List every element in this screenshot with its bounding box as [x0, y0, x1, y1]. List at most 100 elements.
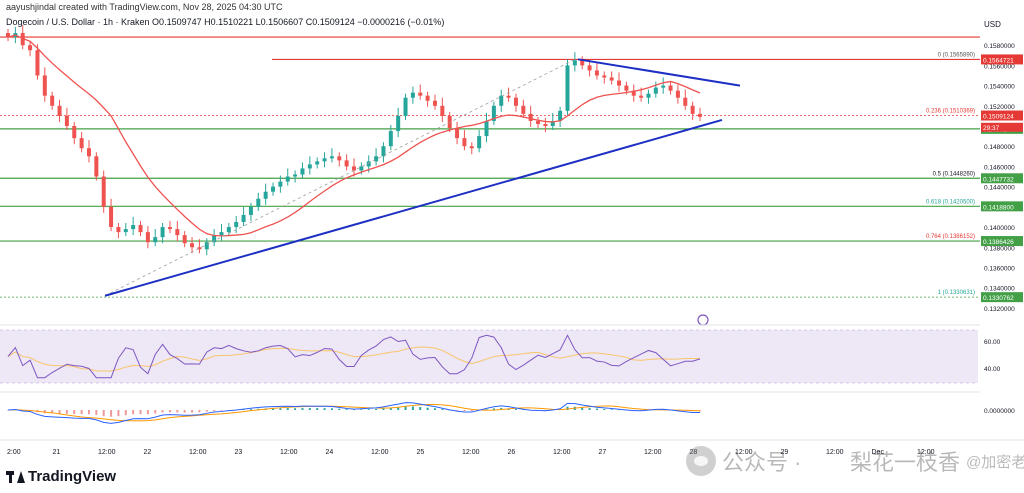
- macd-histogram-bar: [102, 410, 105, 417]
- macd-histogram-bar: [323, 408, 326, 410]
- macd-histogram-bar: [419, 407, 422, 410]
- time-tick-label: 12:00: [553, 449, 571, 456]
- macd-histogram-bar: [397, 407, 400, 410]
- tradingview-logo[interactable]: TradingView: [6, 468, 116, 485]
- candle-body: [499, 95, 504, 106]
- macd-histogram-bar: [301, 408, 304, 410]
- candle-body: [219, 232, 224, 236]
- candle-body: [359, 166, 364, 171]
- macd-histogram-bar: [205, 410, 208, 412]
- candle-body: [42, 75, 47, 96]
- candle-body: [477, 136, 482, 149]
- rsi-signal-line: [7, 346, 701, 372]
- candle-body: [432, 100, 437, 106]
- candle-body: [256, 198, 261, 207]
- candle-body: [197, 247, 202, 250]
- macd-histogram-bar: [7, 410, 9, 411]
- candle-body: [123, 229, 128, 233]
- candle-body: [307, 164, 312, 169]
- rsi-band: [0, 330, 978, 383]
- candle-body: [484, 120, 489, 137]
- watermark-handle: @加密老四: [966, 453, 1024, 471]
- macd-histogram-bar: [382, 408, 385, 410]
- candle-body: [109, 206, 114, 228]
- macd-histogram-bar: [456, 410, 459, 411]
- candle-body: [646, 93, 651, 98]
- candle-body: [675, 90, 680, 98]
- macd-histogram-bar: [110, 410, 113, 417]
- macd-histogram-bar: [581, 407, 584, 410]
- macd-histogram-bar: [294, 408, 297, 410]
- candle-body: [241, 214, 246, 222]
- watermark-left-text: 公众号 ·: [722, 450, 802, 475]
- time-tick-label: 12:00: [462, 449, 480, 456]
- macd-histogram-bar: [375, 408, 378, 410]
- candle-body: [182, 235, 187, 244]
- candle-body: [572, 60, 577, 66]
- candle-body: [528, 113, 533, 121]
- candle-body: [366, 161, 371, 167]
- candle-body: [536, 120, 541, 124]
- candle-body: [624, 85, 629, 91]
- price-tick-label: 0.1320000: [984, 306, 1015, 313]
- macd-histogram-bar: [345, 409, 348, 410]
- candle-body: [226, 227, 231, 233]
- macd-histogram-bar: [117, 410, 120, 417]
- time-tick-label: 27: [599, 449, 607, 456]
- time-tick-label: 12:00: [98, 449, 116, 456]
- watermark-right-text: 梨花一枝香: [850, 450, 961, 475]
- rsi-tick-label: 40.00: [984, 366, 1001, 373]
- candle-body: [285, 176, 290, 182]
- fib-price-badge-text: 0.1386426: [983, 239, 1014, 246]
- candle-body: [64, 115, 69, 126]
- price-tick-label: 0.1580000: [984, 43, 1015, 50]
- macd-histogram-bar: [595, 408, 598, 410]
- candle-body: [565, 65, 570, 111]
- watermark-left: 公众号 ·: [686, 445, 801, 477]
- price-axis-panel: [980, 0, 1024, 460]
- candle-body: [263, 191, 268, 199]
- chart-credit: aayushjindal created with TradingView.co…: [6, 2, 283, 12]
- fib-anchor-line: [104, 58, 576, 297]
- macd-histogram-bar: [132, 410, 135, 415]
- macd-histogram-bar: [485, 409, 488, 410]
- ascending-trendline: [104, 118, 723, 297]
- time-tick-label: 26: [508, 449, 516, 456]
- macd-histogram-bar: [470, 410, 473, 412]
- candle-body: [683, 97, 688, 106]
- fib-price-badge: [981, 201, 1023, 212]
- candle-body: [697, 113, 703, 117]
- candle-body: [668, 85, 673, 91]
- macd-histogram-bar: [618, 409, 621, 411]
- macd-histogram-bar: [389, 407, 392, 410]
- candle-body: [190, 243, 195, 248]
- fib-price-badge: [981, 54, 1023, 65]
- candle-body: [558, 110, 563, 121]
- fib-price-badge-text: 0.1447732: [983, 176, 1014, 183]
- price-tick-label: 0.1340000: [984, 286, 1015, 293]
- countdown-badge: [981, 122, 1023, 132]
- macd-histogram-bar: [411, 406, 414, 410]
- macd-histogram-bar: [191, 410, 194, 413]
- time-tick-label: 24: [326, 449, 334, 456]
- candle-body: [403, 97, 408, 116]
- macd-histogram-bar: [441, 409, 444, 410]
- time-tick-label: 22: [144, 449, 152, 456]
- candle-body: [455, 128, 460, 139]
- candle-body: [138, 225, 143, 233]
- macd-histogram-bar: [249, 409, 252, 410]
- fib-price-badge: [981, 292, 1023, 303]
- candle-body: [315, 161, 320, 165]
- candle-body: [167, 227, 172, 230]
- time-tick-label: 25: [417, 449, 425, 456]
- price-tick-label: 0.1520000: [984, 104, 1015, 111]
- candle-body: [521, 105, 526, 114]
- fib-level-label: 1 (0.1330631): [938, 290, 975, 296]
- candle-body: [79, 138, 84, 149]
- fib-level-label: 0.764 (0.1386152): [926, 234, 975, 240]
- macd-histogram-bar: [588, 408, 591, 410]
- candle-body: [440, 105, 445, 116]
- macd-histogram-bar: [367, 409, 370, 410]
- macd-line: [7, 402, 701, 424]
